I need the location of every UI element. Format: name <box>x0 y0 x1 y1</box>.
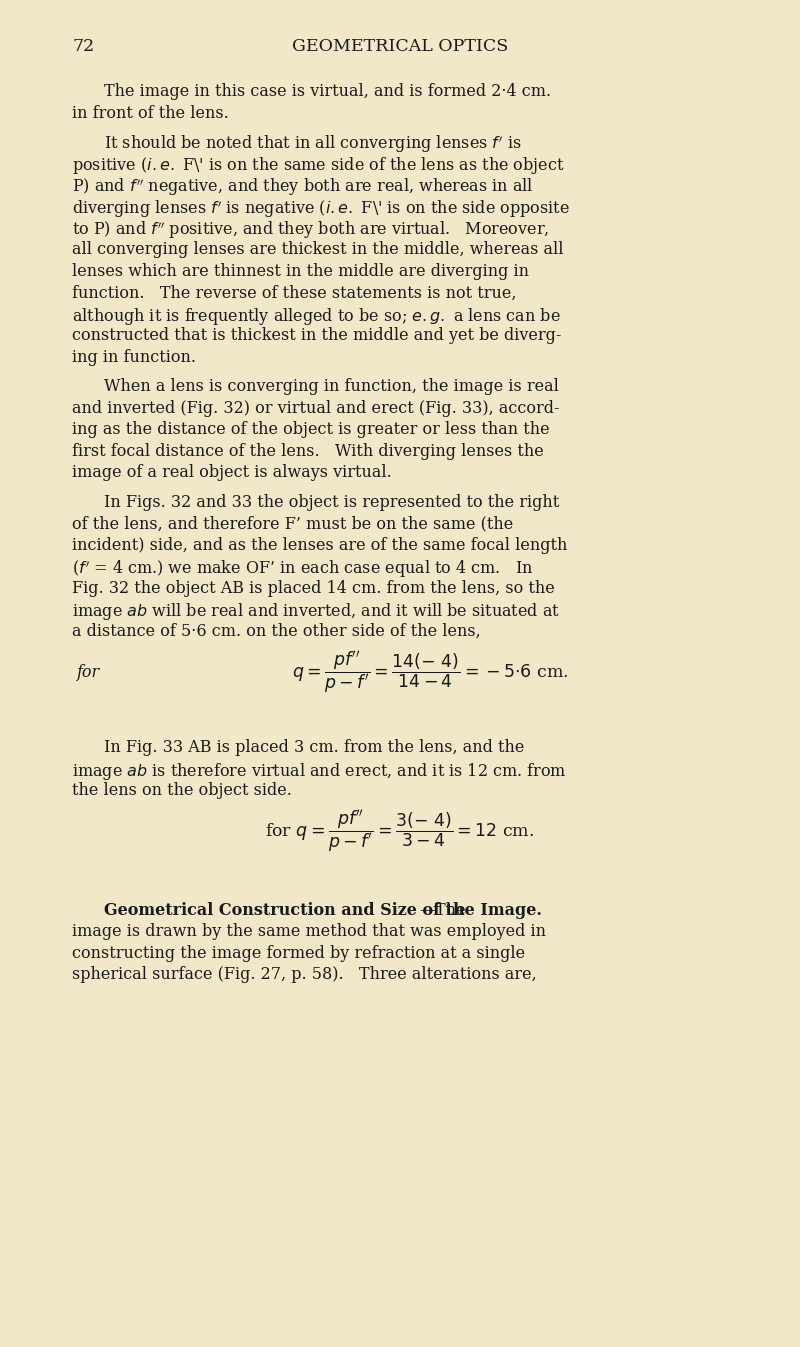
Text: —The: —The <box>419 902 466 919</box>
Text: for: for <box>77 664 100 682</box>
Text: the lens on the object side.: the lens on the object side. <box>72 783 292 800</box>
Text: a distance of 5·6 cm. on the other side of the lens,: a distance of 5·6 cm. on the other side … <box>72 624 481 640</box>
Text: When a lens is converging in function, the image is real: When a lens is converging in function, t… <box>104 379 559 396</box>
Text: although it is frequently alleged to be so; $e.g.$ a lens can be: although it is frequently alleged to be … <box>72 306 561 327</box>
Text: incident) side, and as the lenses are of the same focal length: incident) side, and as the lenses are of… <box>72 537 567 554</box>
Text: positive ($i.e.$ F\' is on the same side of the lens as the object: positive ($i.e.$ F\' is on the same side… <box>72 155 565 176</box>
Text: image $ab$ will be real and inverted, and it will be situated at: image $ab$ will be real and inverted, an… <box>72 602 560 622</box>
Text: all converging lenses are thickest in the middle, whereas all: all converging lenses are thickest in th… <box>72 241 563 259</box>
Text: ing in function.: ing in function. <box>72 349 196 366</box>
Text: ing as the distance of the object is greater or less than the: ing as the distance of the object is gre… <box>72 422 550 439</box>
Text: image $ab$ is therefore virtual and erect, and it is 12 cm. from: image $ab$ is therefore virtual and erec… <box>72 761 566 783</box>
Text: for $q = \dfrac{pf''}{p - f'} = \dfrac{3(-\ 4)}{3 - 4} = 12$ cm.: for $q = \dfrac{pf''}{p - f'} = \dfrac{3… <box>266 808 534 855</box>
Text: Fig. 32 the object AB is placed 14 cm. from the lens, so the: Fig. 32 the object AB is placed 14 cm. f… <box>72 581 554 597</box>
Text: diverging lenses $f'$ is negative ($i.e.$ F\' is on the side opposite: diverging lenses $f'$ is negative ($i.e.… <box>72 198 570 220</box>
Text: 72: 72 <box>72 38 94 55</box>
Text: P) and $f''$ negative, and they both are real, whereas in all: P) and $f''$ negative, and they both are… <box>72 176 534 198</box>
Text: image of a real object is always virtual.: image of a real object is always virtual… <box>72 465 392 481</box>
Text: constructing the image formed by refraction at a single: constructing the image formed by refract… <box>72 946 525 962</box>
Text: first focal distance of the lens.   With diverging lenses the: first focal distance of the lens. With d… <box>72 443 544 459</box>
Text: The image in this case is virtual, and is formed 2·4 cm.: The image in this case is virtual, and i… <box>104 84 551 100</box>
Text: function.   The reverse of these statements is not true,: function. The reverse of these statement… <box>72 284 517 302</box>
Text: image is drawn by the same method that was employed in: image is drawn by the same method that w… <box>72 924 546 940</box>
Text: In Fig. 33 AB is placed 3 cm. from the lens, and the: In Fig. 33 AB is placed 3 cm. from the l… <box>104 740 524 757</box>
Text: $q = \dfrac{pf''}{p - f'} = \dfrac{14(-\ 4)}{14 - 4} = -5{\cdot}6$ cm.: $q = \dfrac{pf''}{p - f'} = \dfrac{14(-\… <box>292 649 568 695</box>
Text: in front of the lens.: in front of the lens. <box>72 105 229 121</box>
Text: GEOMETRICAL OPTICS: GEOMETRICAL OPTICS <box>292 38 508 55</box>
Text: lenses which are thinnest in the middle are diverging in: lenses which are thinnest in the middle … <box>72 263 529 280</box>
Text: ($f'$ = 4 cm.) we make OF’ in each case equal to 4 cm.   In: ($f'$ = 4 cm.) we make OF’ in each case … <box>72 559 534 579</box>
Text: of the lens, and therefore F’ must be on the same (the: of the lens, and therefore F’ must be on… <box>72 516 514 532</box>
Text: spherical surface (Fig. 27, p. 58).   Three alterations are,: spherical surface (Fig. 27, p. 58). Thre… <box>72 967 537 983</box>
Text: Geometrical Construction and Size of the Image.: Geometrical Construction and Size of the… <box>104 902 542 919</box>
Text: to P) and $f''$ positive, and they both are virtual.   Moreover,: to P) and $f''$ positive, and they both … <box>72 220 550 241</box>
Text: In Figs. 32 and 33 the object is represented to the right: In Figs. 32 and 33 the object is represe… <box>104 494 559 511</box>
Text: and inverted (Fig. 32) or virtual and erect (Fig. 33), accord-: and inverted (Fig. 32) or virtual and er… <box>72 400 559 418</box>
Text: constructed that is thickest in the middle and yet be diverg-: constructed that is thickest in the midd… <box>72 327 562 345</box>
Text: It should be noted that in all converging lenses $f'$ is: It should be noted that in all convergin… <box>104 133 522 155</box>
